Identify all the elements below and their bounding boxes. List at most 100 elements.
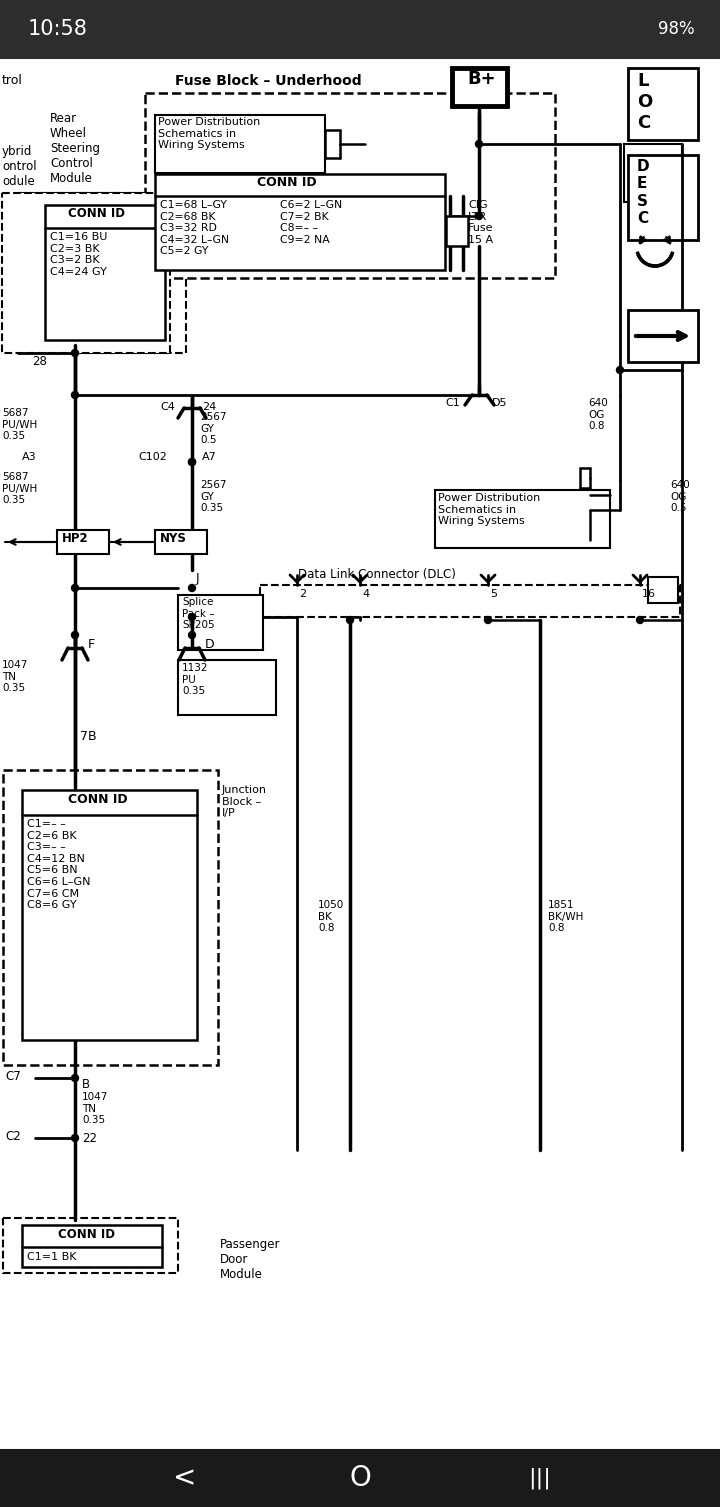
Bar	[155, 115, 325, 173]
Bar	[628, 310, 698, 362]
Circle shape	[485, 616, 492, 624]
Circle shape	[71, 392, 78, 398]
Text: 2567
GY
0.35: 2567 GY 0.35	[200, 481, 227, 514]
Bar	[648, 577, 678, 603]
Text: 640
OG
0.8: 640 OG 0.8	[588, 398, 608, 431]
Bar	[0, 1450, 720, 1507]
Text: 1132
PU
0.35: 1132 PU 0.35	[182, 663, 209, 696]
Text: HP2: HP2	[62, 532, 89, 546]
Bar	[155, 530, 207, 555]
Text: C1=– –
C2=6 BK
C3=– –
C4=12 BN
C5=6 BN
C6=6 L–GN
C7=6 CM
C8=6 GY: C1=– – C2=6 BK C3=– – C4=12 BN C5=6 BN C…	[27, 818, 91, 910]
Bar	[624, 145, 682, 202]
Text: D
E
S
C: D E S C	[637, 160, 649, 226]
Circle shape	[71, 350, 78, 357]
Bar	[260, 585, 680, 616]
Text: CONN ID: CONN ID	[58, 1228, 115, 1240]
Bar	[178, 595, 263, 650]
Text: 1047
TN
0.35: 1047 TN 0.35	[2, 660, 28, 693]
Text: D: D	[205, 637, 215, 651]
Text: 2: 2	[299, 589, 306, 598]
Circle shape	[189, 613, 196, 621]
Text: 28: 28	[32, 356, 47, 368]
Circle shape	[189, 458, 196, 466]
Text: O: O	[349, 1463, 371, 1492]
Text: 1047
TN
0.35: 1047 TN 0.35	[82, 1093, 109, 1126]
Text: 640
OG
0.5: 640 OG 0.5	[670, 481, 690, 514]
Circle shape	[616, 366, 624, 374]
Text: Splice
Pack –
SP205: Splice Pack – SP205	[182, 597, 215, 630]
Circle shape	[346, 616, 354, 624]
Text: L
O
C: L O C	[637, 72, 652, 131]
Text: C4: C4	[160, 402, 175, 411]
Circle shape	[71, 631, 78, 639]
Text: D5: D5	[492, 398, 508, 408]
Text: 4: 4	[362, 589, 369, 598]
Text: 98%: 98%	[658, 20, 695, 38]
Text: 1851
BK/WH
0.8: 1851 BK/WH 0.8	[548, 900, 583, 933]
Text: F: F	[88, 637, 95, 651]
Circle shape	[475, 212, 482, 220]
Circle shape	[189, 458, 196, 466]
Bar	[0, 0, 720, 57]
Text: B+: B+	[467, 69, 495, 87]
Text: 22: 22	[82, 1132, 97, 1145]
Bar	[22, 1225, 162, 1267]
Text: trol: trol	[2, 74, 23, 87]
Bar	[3, 1218, 178, 1273]
Circle shape	[189, 585, 196, 592]
Text: Power Distribution
Schematics in
Wiring Systems: Power Distribution Schematics in Wiring …	[438, 493, 540, 526]
Text: C7: C7	[5, 1070, 21, 1084]
Text: 7B: 7B	[80, 729, 96, 743]
Text: CONN ID: CONN ID	[68, 206, 125, 220]
Text: Passenger
Door
Module: Passenger Door Module	[220, 1237, 281, 1281]
Text: C1=68 L–GY
C2=68 BK
C3=32 RD
C4=32 L–GN
C5=2 GY: C1=68 L–GY C2=68 BK C3=32 RD C4=32 L–GN …	[160, 200, 229, 256]
Text: C102: C102	[138, 452, 167, 463]
Circle shape	[636, 616, 644, 624]
Text: Rear
Wheel
Steering
Control
Module: Rear Wheel Steering Control Module	[50, 112, 100, 185]
Text: 2567
GY
0.5: 2567 GY 0.5	[200, 411, 227, 445]
Text: A7: A7	[202, 452, 217, 463]
Bar	[628, 68, 698, 140]
Bar	[2, 193, 170, 353]
Circle shape	[71, 585, 78, 592]
Bar	[155, 173, 445, 270]
Bar	[3, 770, 218, 1065]
Bar	[145, 93, 555, 277]
Text: B: B	[82, 1078, 90, 1091]
Text: 24: 24	[202, 402, 216, 411]
Circle shape	[71, 1074, 78, 1082]
Circle shape	[71, 1135, 78, 1141]
Circle shape	[475, 140, 482, 148]
Text: |||: |||	[528, 1468, 552, 1489]
Text: 5687
PU/WH
0.35: 5687 PU/WH 0.35	[2, 472, 37, 505]
Text: Fuse Block – Underhood: Fuse Block – Underhood	[175, 74, 361, 87]
Text: Junction
Block –
I/P: Junction Block – I/P	[222, 785, 267, 818]
Bar	[18, 193, 186, 353]
Text: NYS: NYS	[160, 532, 187, 546]
Bar	[57, 530, 109, 555]
Text: CONN ID: CONN ID	[257, 176, 317, 188]
Text: C6=2 L–GN
C7=2 BK
C8=– –
C9=2 NA: C6=2 L–GN C7=2 BK C8=– – C9=2 NA	[280, 200, 342, 244]
Text: A3: A3	[22, 452, 37, 463]
Text: CIG
LTR
Fuse
15 A: CIG LTR Fuse 15 A	[468, 200, 493, 244]
Text: CONN ID: CONN ID	[68, 793, 127, 806]
Text: Power Distribution
Schematics in
Wiring Systems: Power Distribution Schematics in Wiring …	[158, 118, 260, 151]
Text: 16: 16	[642, 589, 656, 598]
Bar	[452, 68, 507, 105]
Bar	[178, 660, 276, 714]
Text: C2: C2	[5, 1130, 21, 1142]
Bar	[446, 216, 468, 246]
Text: ybrid
ontrol
odule: ybrid ontrol odule	[2, 145, 37, 188]
Text: 10:58: 10:58	[28, 20, 88, 39]
Bar	[22, 790, 197, 1040]
Bar	[435, 490, 610, 549]
Text: J: J	[196, 573, 199, 585]
Text: Data Link Connector (DLC): Data Link Connector (DLC)	[298, 568, 456, 582]
Text: 5687
PU/WH
0.35: 5687 PU/WH 0.35	[2, 408, 37, 442]
Text: C1: C1	[445, 398, 460, 408]
Text: C1=16 BU
C2=3 BK
C3=2 BK
C4=24 GY: C1=16 BU C2=3 BK C3=2 BK C4=24 GY	[50, 232, 107, 277]
Text: 1050
BK
0.8: 1050 BK 0.8	[318, 900, 344, 933]
Text: C1=1 BK: C1=1 BK	[27, 1252, 76, 1261]
Text: 5: 5	[490, 589, 497, 598]
Circle shape	[189, 631, 196, 639]
